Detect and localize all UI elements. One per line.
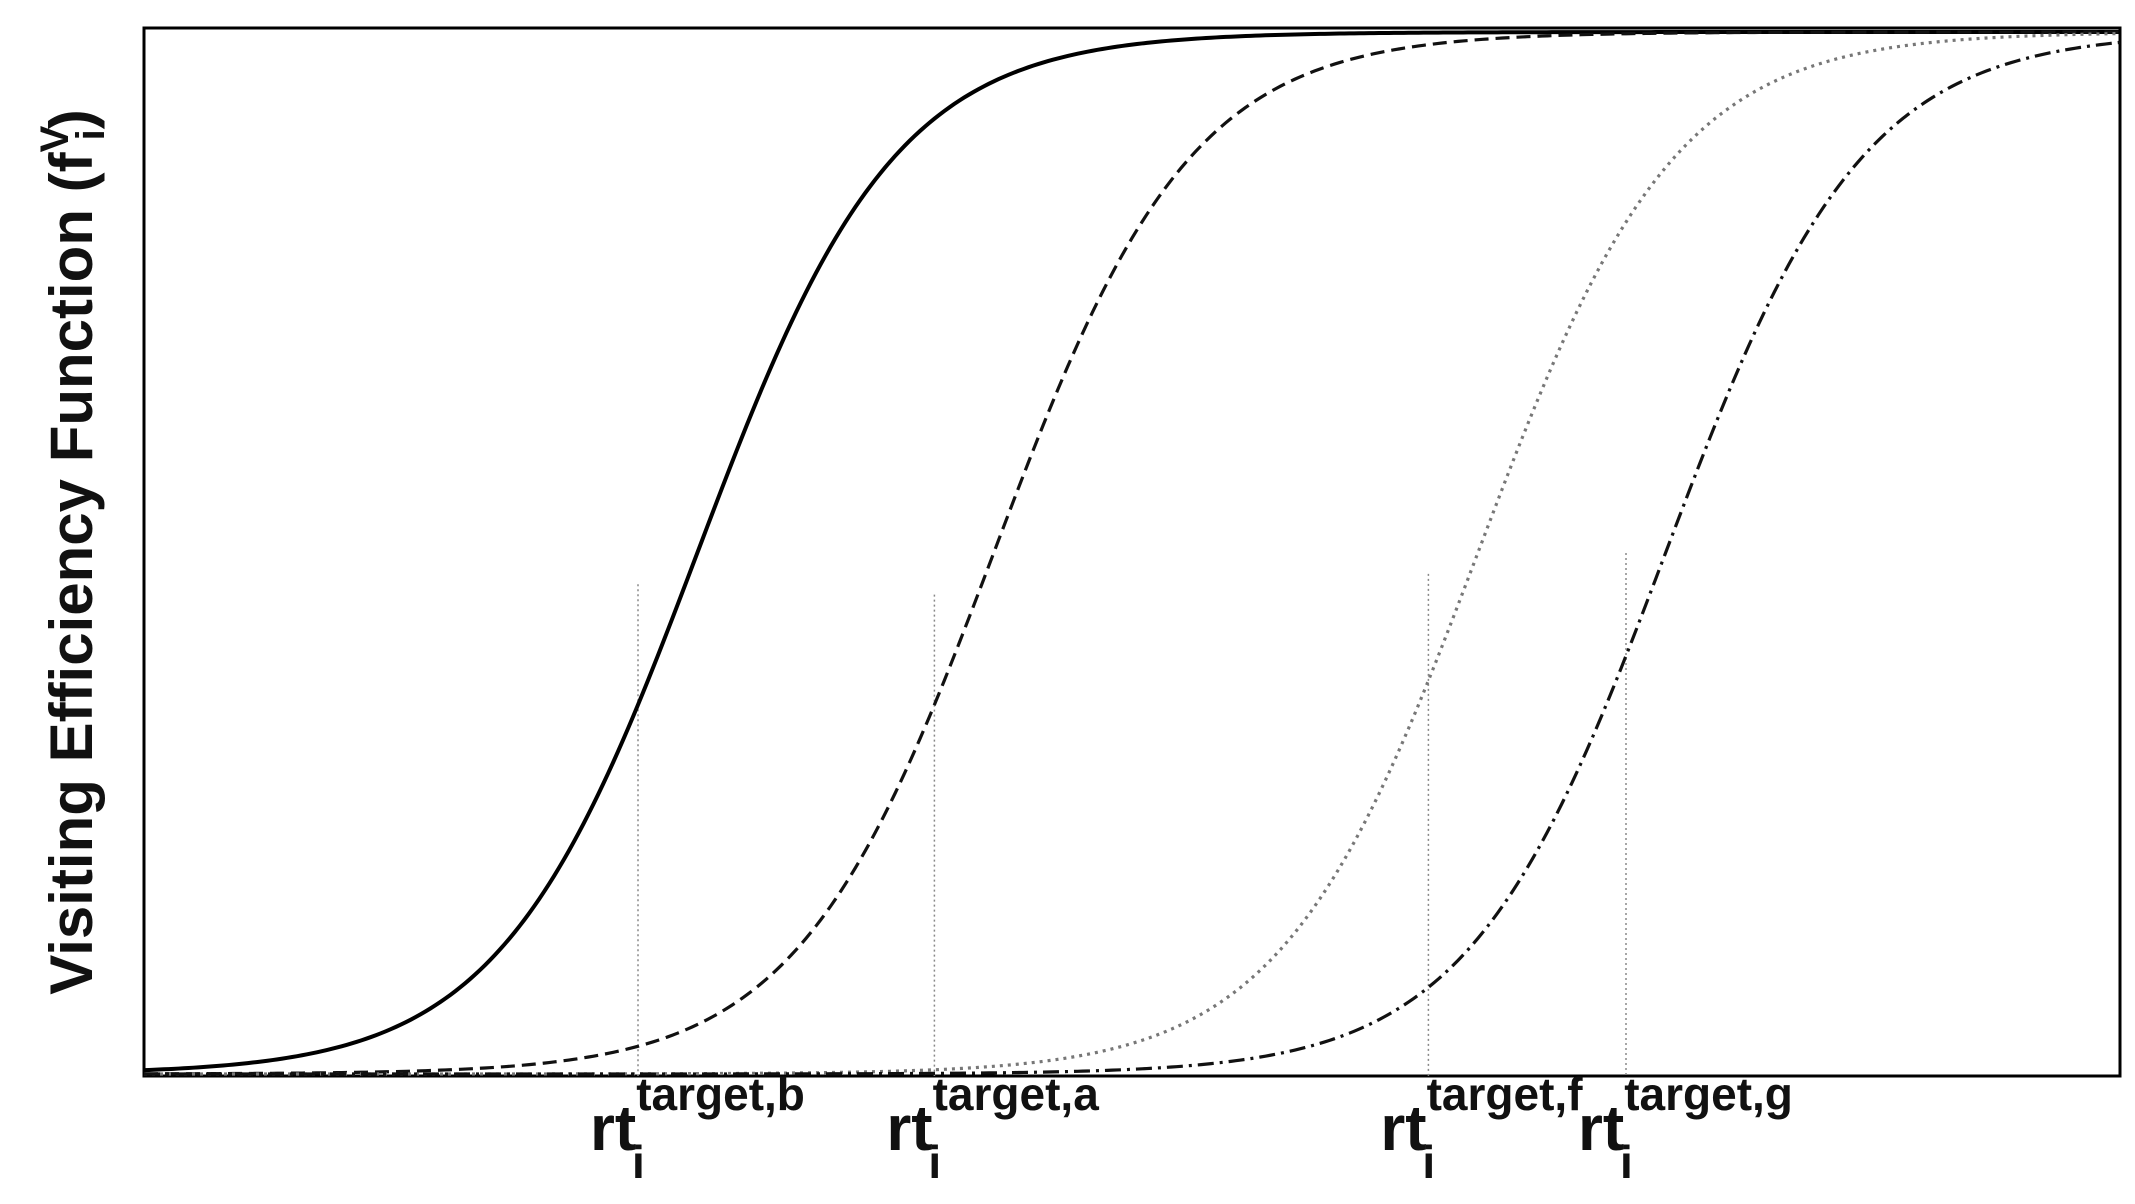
x-tick-sub-1: i [632,1136,645,1188]
y-axis-label-sup: V [33,125,77,152]
series-line-2 [143,30,2120,1076]
series-line-3 [144,31,2121,1076]
x-tick-sup-1: target,b [636,1068,805,1120]
x-tick-sup-3: target,f [1427,1068,1584,1120]
x-tick-sub-3: i [1422,1136,1435,1188]
x-tick-sup-2: target,a [933,1068,1100,1120]
x-tick-label-4: rttarget,g [1578,1068,1793,1164]
series-line-4 [144,40,2121,1076]
x-tick-main-4: rt [1578,1092,1624,1164]
x-tick-sup-4: target,g [1624,1068,1793,1120]
curves [143,30,2121,1076]
guide-lines [637,553,1627,1076]
x-tick-sub-4: i [1620,1136,1633,1188]
y-axis-label-text: Visiting Efficiency Function (f [38,151,105,994]
y-axis-label-close: ) [38,109,105,129]
x-tick-labels: rttarget,bi rttarget,ai rttarget,fi rttarge… [590,1068,1793,1188]
x-tick-main-2: rt [886,1092,932,1164]
x-tick-label-3: rttarget,f [1380,1068,1583,1164]
x-tick-main-1: rt [590,1092,636,1164]
x-tick-main-3: rt [1380,1092,1426,1164]
y-axis-label-sub: i [69,129,113,140]
x-tick-label-1: rttarget,b [590,1068,805,1164]
y-axis-label: Visiting Efficiency Function (fVi) [33,109,113,994]
plot-frame [142,26,2122,1078]
x-tick-label-2: rttarget,a [886,1068,1099,1164]
x-tick-sub-2: i [928,1136,941,1188]
